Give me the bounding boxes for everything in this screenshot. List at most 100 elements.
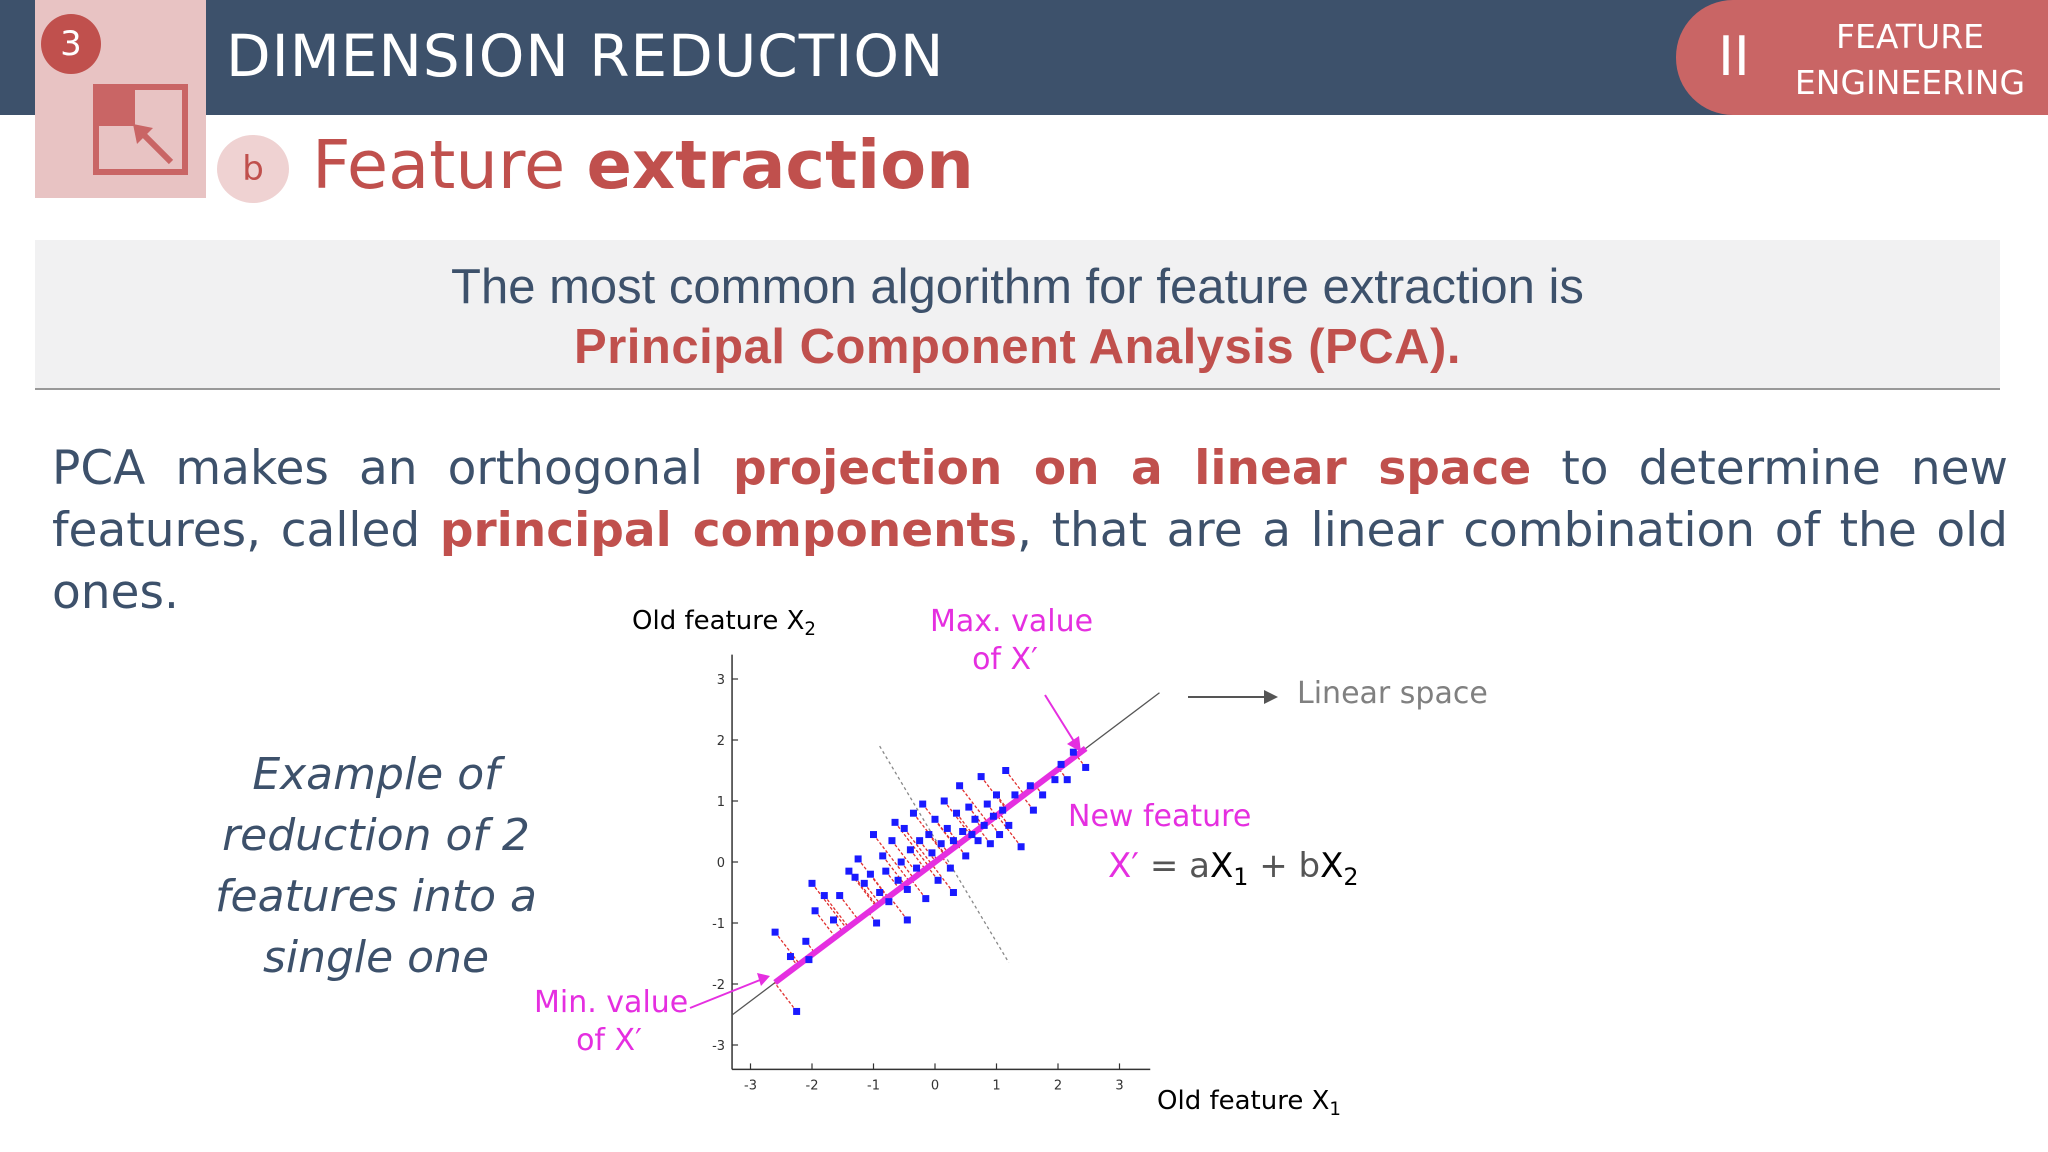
data-point (956, 782, 964, 790)
subsection-title-bold: extraction (586, 126, 974, 204)
data-point (949, 889, 957, 896)
data-point (811, 907, 819, 915)
data-point (802, 937, 810, 945)
projection-residual (814, 910, 836, 938)
data-point (1039, 791, 1047, 799)
data-point (771, 928, 779, 936)
subsection-badge: b (217, 135, 289, 203)
data-point (820, 892, 828, 900)
data-point (1063, 776, 1071, 784)
data-point (903, 885, 911, 893)
principal-component-segment (773, 746, 1088, 985)
data-point (974, 837, 982, 845)
part-label-line1: FEATURE (1836, 17, 1984, 56)
data-point (1082, 763, 1090, 771)
data-point (1002, 767, 1010, 774)
body-paragraph: PCA makes an orthogonal projection on a … (52, 438, 2008, 624)
y-tick-label: -3 (712, 1039, 725, 1054)
data-point (925, 831, 933, 839)
data-point (894, 876, 902, 884)
linear-space-pointer-arrowhead (1264, 690, 1278, 704)
data-point (968, 831, 976, 839)
data-point (937, 840, 945, 848)
projection-residual (1005, 770, 1025, 796)
y-tick-label: -2 (712, 978, 725, 993)
max-value-pointer-arrowhead (1067, 736, 1081, 752)
data-point (860, 879, 868, 887)
body-text-a: PCA makes an orthogonal (52, 441, 734, 496)
part-label-line2: ENGINEERING (1794, 63, 2026, 102)
projection-residual (996, 814, 1022, 848)
data-point (993, 791, 1000, 799)
data-point (891, 818, 899, 826)
data-point (996, 831, 1004, 839)
chapter-title: DIMENSION REDUCTION (226, 22, 945, 90)
data-point (1057, 760, 1065, 768)
data-point (851, 873, 859, 881)
projection-residual (956, 812, 973, 835)
x-tick-label: 3 (1115, 1078, 1123, 1093)
projection-residual (919, 840, 937, 862)
min-value-pointer-arrowhead (757, 973, 770, 986)
data-point (1029, 806, 1037, 814)
x-tick-label: -3 (744, 1078, 757, 1093)
data-point (977, 773, 985, 781)
data-point (793, 1007, 801, 1015)
data-point (965, 803, 973, 811)
x-tick-label: 2 (1054, 1078, 1062, 1093)
data-point (900, 824, 908, 832)
data-point (805, 956, 813, 964)
data-point (922, 895, 930, 903)
data-point (836, 892, 844, 900)
x-tick-label: 0 (931, 1078, 939, 1093)
new-feature-formula: X′ = aX1 + bX2 (1108, 846, 1359, 891)
data-point (940, 797, 948, 805)
data-point (1017, 843, 1025, 851)
projection-residual (894, 821, 930, 867)
data-point (916, 837, 924, 845)
data-point (962, 852, 970, 860)
projection-residual (910, 879, 927, 899)
data-point (999, 806, 1007, 814)
data-point (989, 812, 997, 820)
body-highlight-components: principal components (439, 503, 1018, 558)
data-point (885, 898, 893, 906)
projection-residual (959, 785, 989, 823)
section-number-badge: 3 (41, 14, 101, 74)
projection-residual (863, 882, 881, 905)
data-point (913, 864, 921, 872)
y-tick-label: 2 (717, 734, 725, 749)
min-value-pointer-line (689, 979, 761, 1009)
data-point (919, 800, 927, 808)
subsection-title: Feature extraction (312, 122, 974, 208)
y-tick-label: 3 (717, 673, 725, 688)
projection-residual (854, 876, 878, 907)
projection-residual (823, 895, 850, 928)
x-axis-label: Old feature X1 (1157, 1086, 1341, 1121)
subsection-title-light: Feature (312, 126, 587, 204)
projection-residual (931, 863, 954, 893)
data-point (879, 852, 887, 860)
y-tick-label: 1 (717, 795, 725, 810)
data-point (946, 864, 954, 872)
data-point (928, 849, 936, 857)
y-tick-label: -1 (712, 917, 725, 932)
data-point (808, 879, 816, 887)
data-point (870, 831, 877, 839)
data-point (786, 953, 794, 961)
projection-residual (900, 861, 915, 879)
body-highlight-projection: projection on a linear space (733, 441, 1532, 496)
linear-space-label: Linear space (1297, 676, 1488, 711)
data-point (897, 858, 905, 866)
data-point (931, 815, 939, 823)
projection-residual (978, 828, 991, 845)
data-point (980, 821, 988, 829)
data-point (906, 846, 914, 854)
projection-residual (934, 818, 957, 847)
data-point (1069, 748, 1077, 756)
max-value-label: Max. value of X′ (930, 604, 1094, 677)
x-tick-label: -2 (806, 1078, 819, 1093)
projection-residual (946, 828, 960, 845)
projection-residual (909, 849, 926, 870)
